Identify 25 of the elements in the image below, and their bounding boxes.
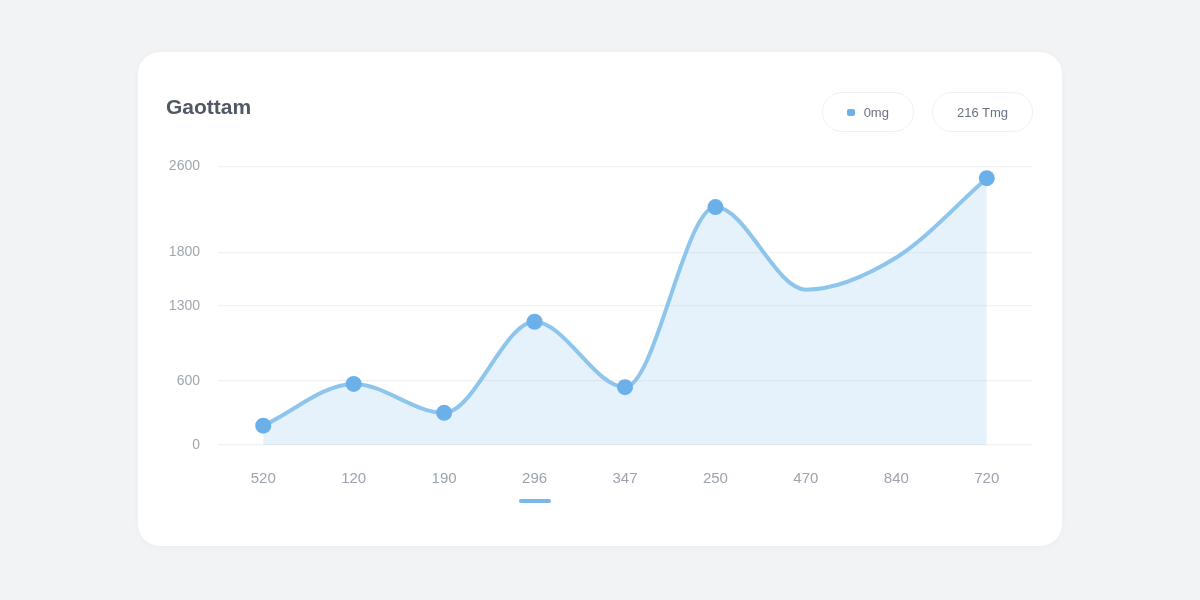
x-tick-label: 296 xyxy=(522,469,548,487)
y-tick-label: 600 xyxy=(176,371,201,388)
pill: 0mg xyxy=(821,92,914,132)
x-tick-label: 720 xyxy=(974,469,1000,487)
y-tick-label: 1800 xyxy=(168,242,201,259)
x-tick-label: 520 xyxy=(250,469,276,487)
y-tick-label: 0 xyxy=(192,435,201,452)
y-tick-label: 1300 xyxy=(168,296,201,313)
y-tick-label: 2600 xyxy=(168,157,201,174)
chart-title: Gaottam xyxy=(166,95,252,119)
x-tick-label: 190 xyxy=(431,469,457,487)
x-tick-label: 840 xyxy=(883,469,909,487)
x-tick-label: 347 xyxy=(612,469,638,487)
point xyxy=(526,313,543,330)
point xyxy=(617,379,633,396)
point xyxy=(255,417,272,434)
x-tick-label: 250 xyxy=(702,469,728,487)
point xyxy=(345,375,362,392)
point xyxy=(978,170,995,187)
point xyxy=(436,404,453,421)
legend-label: 0mg xyxy=(863,104,889,120)
pill: 216 Tmg xyxy=(931,92,1033,132)
point xyxy=(707,199,724,216)
x-tick-label: 470 xyxy=(793,469,819,487)
x-tick-label: 120 xyxy=(341,469,367,487)
